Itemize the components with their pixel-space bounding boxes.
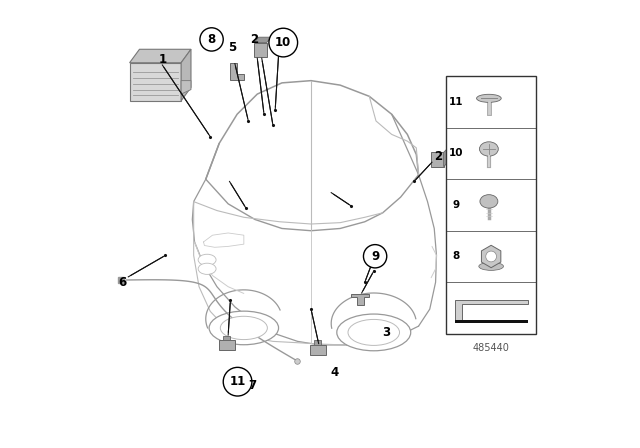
Text: 1: 1 [158,52,166,66]
Ellipse shape [220,316,268,340]
Polygon shape [219,340,235,350]
Ellipse shape [348,319,399,345]
Ellipse shape [198,263,216,274]
Text: 7: 7 [248,379,256,392]
Circle shape [269,28,298,57]
Polygon shape [431,152,444,167]
Polygon shape [130,49,191,63]
Polygon shape [351,294,369,305]
Ellipse shape [479,142,499,156]
Polygon shape [181,81,191,94]
Polygon shape [254,43,267,57]
Text: 4: 4 [331,366,339,379]
Ellipse shape [198,254,216,265]
Ellipse shape [479,262,504,271]
Text: 2: 2 [434,150,442,164]
Text: 10: 10 [449,148,463,159]
Ellipse shape [209,311,278,345]
Text: 2: 2 [250,33,259,46]
Ellipse shape [337,314,411,351]
Ellipse shape [477,95,501,103]
Text: 5: 5 [228,40,237,54]
Polygon shape [223,336,230,340]
Text: 8: 8 [207,33,216,46]
Circle shape [200,28,223,51]
Polygon shape [444,147,449,167]
Text: 3: 3 [382,326,390,339]
Text: 9: 9 [371,250,380,263]
Polygon shape [455,320,528,323]
Text: 6: 6 [118,276,126,289]
Polygon shape [130,63,181,101]
Polygon shape [455,300,528,321]
Polygon shape [181,49,191,101]
Ellipse shape [480,194,498,208]
Polygon shape [230,63,244,80]
Text: 485440: 485440 [473,343,509,353]
Circle shape [223,367,252,396]
Polygon shape [310,345,326,355]
Polygon shape [481,246,501,268]
Text: 11: 11 [449,97,463,107]
Text: 11: 11 [230,375,246,388]
Circle shape [364,245,387,268]
Text: 9: 9 [452,200,460,210]
Text: 10: 10 [275,36,291,49]
Polygon shape [254,37,271,43]
Circle shape [486,251,497,262]
Bar [446,76,536,334]
Text: 8: 8 [452,251,460,262]
Polygon shape [314,340,321,345]
